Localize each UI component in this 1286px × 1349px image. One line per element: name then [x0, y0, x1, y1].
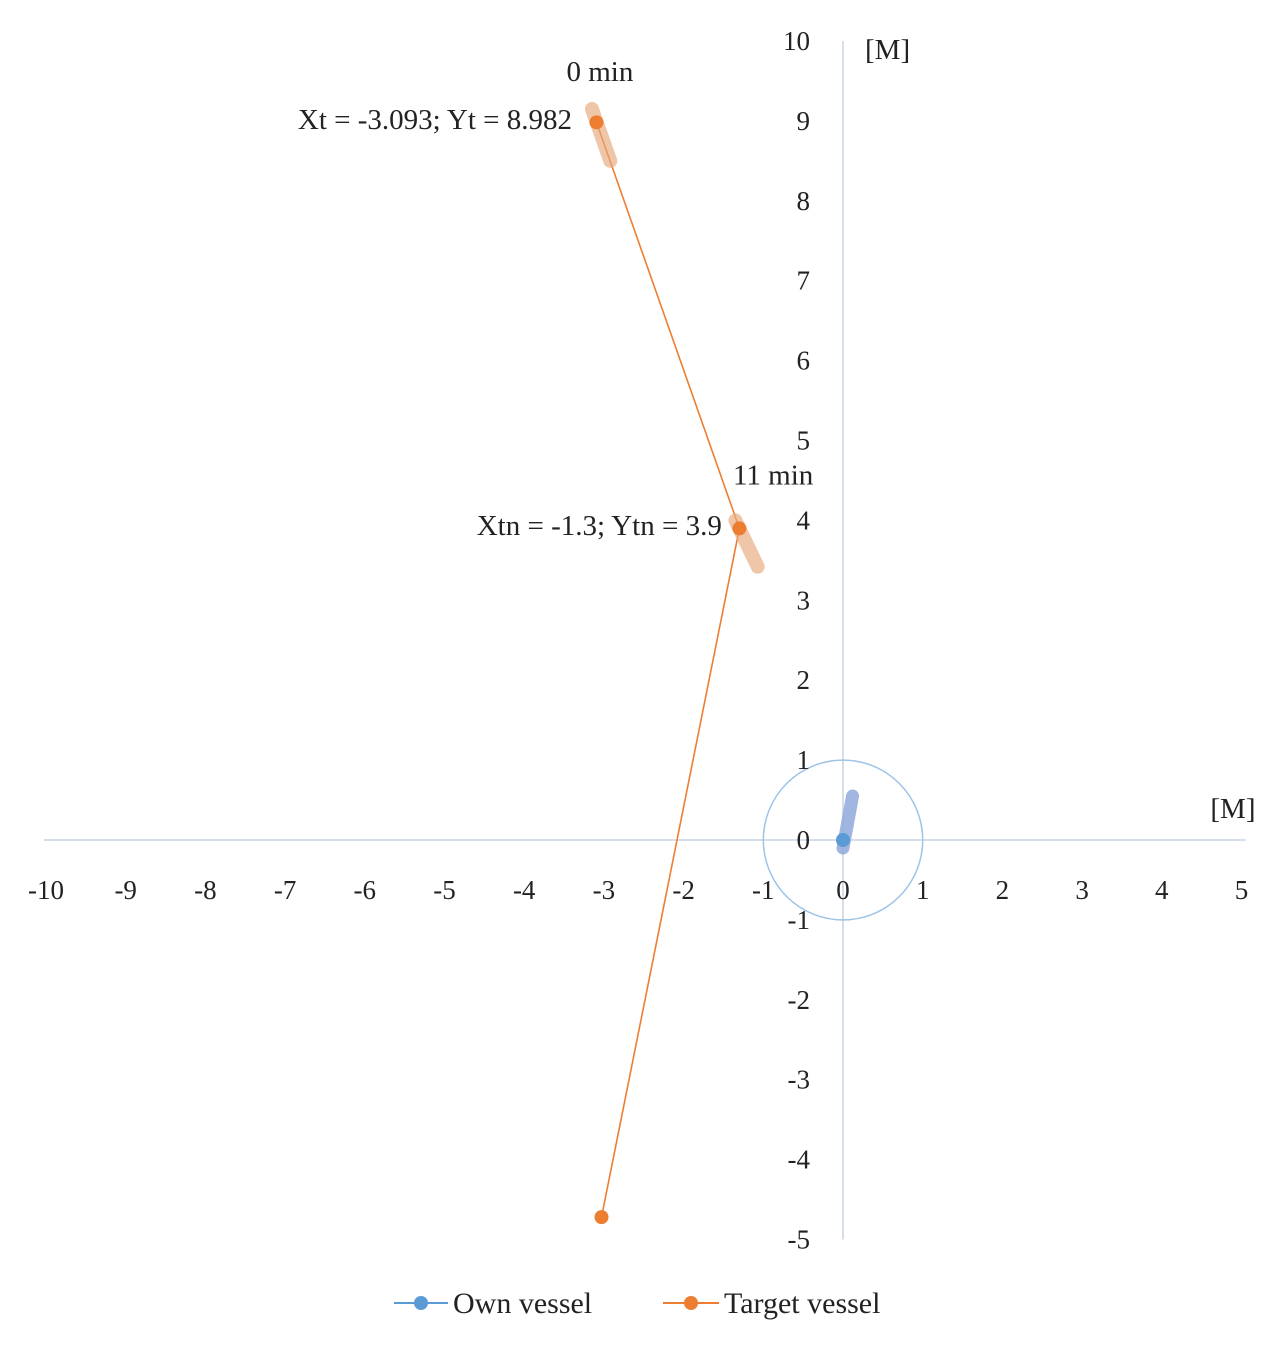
own-vessel-safety-circle-layer [762, 759, 924, 921]
x-tick-label: -5 [433, 875, 456, 905]
x-tick-label: -9 [114, 875, 137, 905]
annotations: 0 min Xt = -3.093; Yt = 8.982 11 min Xtn = … [298, 56, 814, 542]
annotation-t11-time: 11 min [733, 459, 814, 491]
own-vessel-safety-circle [762, 759, 924, 921]
legend-item-own-vessel[interactable]: Own vessel [394, 1287, 592, 1320]
legend: Own vessel Target vessel [394, 1287, 880, 1320]
y-tick-label: 2 [797, 665, 811, 695]
annotation-t0-time: 0 min [566, 56, 633, 88]
y-tick-label: -2 [788, 985, 811, 1015]
y-tick-label: 10 [783, 26, 810, 56]
x-tick-label: -2 [672, 875, 695, 905]
x-tick-label: 1 [916, 875, 930, 905]
y-tick-label: 6 [797, 346, 811, 376]
x-tick-label: -1 [752, 875, 775, 905]
y-tick-label: 4 [797, 505, 811, 535]
annotation-t0-coords: Xt = -3.093; Yt = 8.982 [298, 104, 572, 136]
axes [44, 41, 1246, 1240]
x-tick-label: 0 [836, 875, 850, 905]
legend-item-target-vessel[interactable]: Target vessel [663, 1287, 880, 1320]
target-vessel-point [589, 115, 604, 130]
vessel-tracks [595, 122, 741, 1218]
data-points [589, 115, 850, 1225]
legend-own-vessel-marker [414, 1296, 428, 1310]
target-vessel-point [732, 521, 747, 536]
own-vessel-point [836, 833, 850, 847]
y-axis-unit-label: [M] [865, 34, 910, 66]
y-tick-label: 7 [797, 266, 811, 296]
target-vessel-point [594, 1210, 609, 1225]
y-tick-label: 8 [797, 186, 811, 216]
x-tick-label: 3 [1075, 875, 1089, 905]
y-tick-label: 3 [797, 585, 811, 615]
target-vessel-track-line [595, 122, 741, 1218]
y-tick-label: 9 [797, 106, 811, 136]
x-tick-label: -6 [354, 875, 377, 905]
x-tick-label: -3 [593, 875, 616, 905]
x-tick-label: -10 [28, 875, 64, 905]
y-tick-label: 0 [797, 825, 811, 855]
y-tick-label: -4 [788, 1145, 811, 1175]
x-tick-label: 5 [1235, 875, 1249, 905]
x-tick-label: -7 [274, 875, 297, 905]
legend-target-vessel-marker [684, 1296, 698, 1310]
x-tick-label: 2 [996, 875, 1010, 905]
annotation-t11-coords: Xtn = -1.3; Ytn = 3.9 [477, 510, 722, 542]
x-tick-label: -4 [513, 875, 536, 905]
y-tick-label: -5 [788, 1225, 811, 1255]
x-tick-labels: -10 -9 -8 -7 -6 -5 -4 -3 -2 -1 0 1 2 3 4 5 [28, 875, 1248, 905]
y-tick-label: -1 [788, 905, 811, 935]
y-tick-label: 1 [797, 745, 811, 775]
chart-plot-area: -10 -9 -8 -7 -6 -5 -4 -3 -2 -1 0 1 2 3 4 5 -5-4-3-2-101… [28, 26, 1256, 1255]
x-axis-unit-label: [M] [1210, 793, 1255, 825]
y-tick-label: 5 [797, 426, 811, 456]
y-tick-label: -3 [788, 1065, 811, 1095]
x-tick-label: 4 [1155, 875, 1169, 905]
x-tick-label: -8 [194, 875, 217, 905]
y-tick-labels: -5 -4 -3 -2 -1 0 1 2 3 4 5 6 7 8 9 10 [783, 26, 811, 1255]
legend-target-vessel-label: Target vessel [724, 1287, 880, 1320]
legend-own-vessel-label: Own vessel [453, 1287, 592, 1320]
